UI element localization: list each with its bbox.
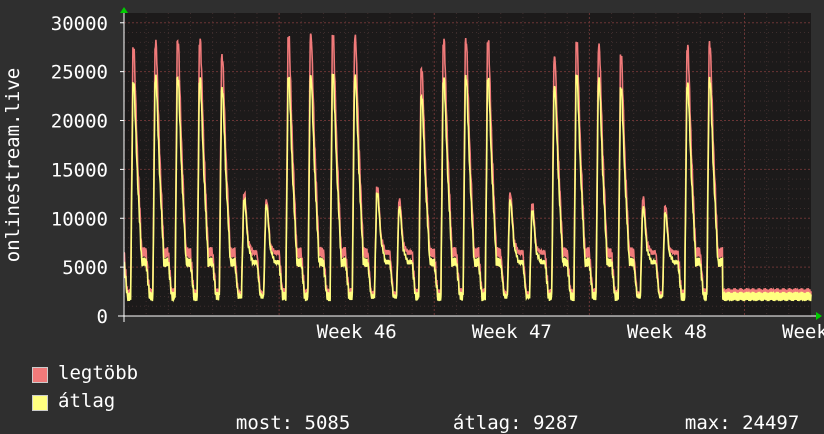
y-tick-label: 20000 (51, 111, 108, 133)
stat-atlag-value: 9287 (532, 412, 579, 434)
x-tick-label: Week 48 (627, 321, 707, 343)
x-tick-label: Week 46 (317, 321, 397, 343)
stat-max-label: max: (684, 412, 731, 434)
stat-max: max: 24497 (662, 390, 799, 434)
series-group (123, 33, 812, 303)
stat-max-value: 24497 (742, 412, 800, 434)
y-tick-label: 25000 (51, 62, 108, 84)
stat-atlag-label: átlag: (452, 412, 522, 434)
y-axis-label: onlinestream.live (2, 68, 24, 262)
y-tick-label: 5000 (62, 257, 108, 279)
series-line-atlag (123, 73, 812, 303)
y-axis: 0 5000 10000 15000 20000 25000 30000 (51, 13, 124, 328)
y-tick-label: 10000 (51, 208, 108, 230)
stat-most: most: 5085 (213, 390, 350, 434)
x-tick-label: Week 47 (472, 321, 552, 343)
stat-atlag: átlag: 9287 (430, 390, 579, 434)
legend-label-atlag: átlag (58, 390, 116, 412)
y-tick-label: 30000 (51, 13, 108, 35)
stat-most-value: 5085 (304, 412, 351, 434)
legend-label-legtobb: legtöbb (58, 362, 139, 384)
legend-swatch-atlag (32, 395, 48, 411)
x-axis: Week 46 Week 47 Week 48 Week 49 (317, 321, 824, 343)
stat-most-label: most: (235, 412, 294, 434)
x-axis-arrow (816, 312, 822, 320)
y-axis-arrow (120, 7, 128, 13)
x-tick-label: Week 49 (782, 321, 824, 343)
y-tick-label: 15000 (51, 159, 108, 181)
y-tick-label: 0 (97, 306, 108, 328)
legend-swatch-legtobb (32, 367, 48, 383)
